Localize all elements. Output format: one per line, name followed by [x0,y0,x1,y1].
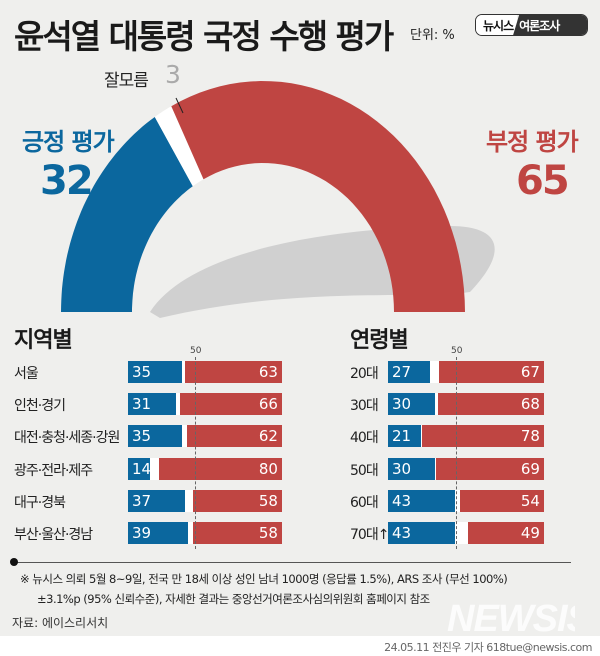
age-row-label: 40대 [350,430,379,447]
slice-positive [61,117,193,312]
newsis-watermark: NEWSIS [447,598,575,636]
svg-text:NEWSIS: NEWSIS [447,598,575,636]
age-bar-negative: 78 [422,425,544,448]
region-bar-positive: 31 [128,393,176,416]
region-row-label: 인천·경기 [14,398,66,415]
region-bar-positive: 35 [128,361,182,383]
logo-left: 뉴시스 [476,15,518,35]
region-bar-positive: 39 [128,522,189,544]
dont-know-label: 잘모름 [104,71,149,91]
age-fifty-label: 50 [451,346,463,356]
negative-value: 65 [516,158,570,204]
age-bar-positive: 43 [388,489,456,512]
age-bar-negative: 69 [436,457,544,480]
newsis-poll-logo: 뉴시스 여론조사 [475,14,588,36]
dont-know-leader-line [175,97,184,114]
positive-label: 긍정 평가 [22,128,115,156]
region-row-label: 서울 [14,366,39,382]
footnote-2: ±3.1%p (95% 신뢰수준), 자세한 결과는 중앙선거여론조사심의위원회… [37,592,430,606]
region-bar-positive: 37 [128,489,185,512]
region-fifty-label: 50 [190,346,202,356]
positive-value: 32 [40,158,94,204]
age-bar-positive: 43 [388,522,456,544]
region-row-label: 광주·전라·제주 [14,462,93,479]
age-bar-positive: 27 [388,361,431,383]
age-bar-negative: 54 [459,489,544,512]
negative-label: 부정 평가 [486,128,579,156]
age-bar-positive: 30 [388,393,435,416]
divider [14,562,571,563]
region-bar-negative: 58 [192,489,282,512]
approval-half-donut [61,81,495,318]
region-bar-positive: 35 [128,425,182,448]
region-bar-negative: 58 [192,522,282,544]
age-fifty-line [456,357,457,549]
age-bar-negative: 68 [437,393,544,416]
region-row-label: 대구·경북 [14,494,66,511]
slice-dont-know [154,106,204,187]
region-bar-negative: 66 [180,393,282,416]
region-row-label: 부산·울산·경남 [14,527,93,543]
region-bar-negative: 80 [158,457,282,480]
age-row-label: 50대 [350,462,379,479]
region-section-title: 지역별 [14,328,73,353]
divider-dot [10,558,18,566]
credit-line: 24.05.11 전진우 기자 618tue@newsis.com [384,641,592,654]
slice-negative [171,81,466,312]
source: 자료: 에이스리서치 [12,616,109,630]
age-row-label: 20대 [350,366,379,382]
page-title: 윤석열 대통령 국정 수행 평가 [14,17,394,56]
region-row-label: 대전·충청·세종·강원 [14,430,120,447]
age-row-label: 60대 [350,494,379,511]
age-bar-negative: 67 [439,361,544,383]
region-bar-negative: 63 [184,361,282,383]
age-row-label: 70대↑ [350,527,389,543]
region-fifty-line [195,357,196,549]
age-bar-positive: 21 [388,425,421,448]
footnote-1: ※ 뉴시스 의뢰 5월 8~9일, 전국 만 18세 이상 성인 남녀 1000… [20,572,508,586]
age-section-title: 연령별 [350,328,409,353]
logo-right: 여론조사 [513,15,587,35]
region-bar-negative: 62 [186,425,282,448]
age-row-label: 30대 [350,398,379,415]
region-bar-positive: 14 [128,457,151,480]
age-bar-negative: 49 [467,522,544,544]
age-bar-positive: 30 [388,457,435,480]
unit-label: 단위: % [410,28,455,43]
dont-know-value: 3 [165,60,181,89]
